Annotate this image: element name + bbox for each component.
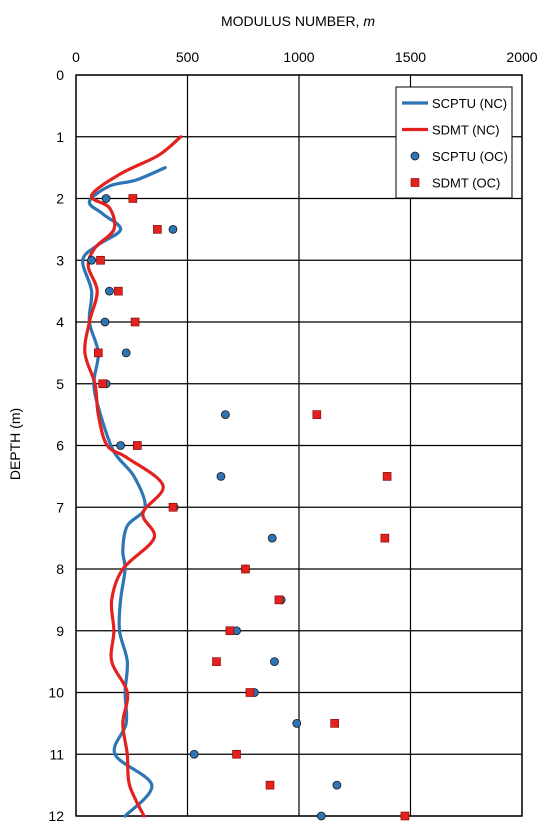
- point-sdmt-oc: [130, 317, 140, 327]
- series-line-sdmt-nc: [83, 135, 183, 818]
- point-sdmt-oc: [400, 811, 410, 821]
- x-axis-title: MODULUS NUMBER, m: [221, 13, 375, 29]
- point-scptu-oc: [101, 194, 111, 203]
- y-tick-label: 9: [56, 623, 64, 639]
- x-tick-label: 1500: [395, 49, 426, 65]
- series-layer: [81, 135, 410, 821]
- point-sdmt-oc: [312, 410, 322, 419]
- x-axis-title-text: MODULUS NUMBER,: [221, 13, 363, 29]
- point-sdmt-oc: [265, 780, 275, 790]
- point-scptu-oc: [332, 780, 342, 790]
- point-sdmt-oc: [225, 626, 235, 636]
- point-sdmt-oc: [94, 348, 103, 358]
- x-tick-labels: 0 500 1000 1500 2000: [72, 49, 538, 65]
- point-scptu-oc: [221, 410, 230, 420]
- point-sdmt-oc: [98, 379, 108, 389]
- y-tick-label: 4: [56, 314, 64, 330]
- point-sdmt-oc: [382, 472, 392, 481]
- point-sdmt-oc: [168, 502, 178, 512]
- point-scptu-oc: [267, 533, 277, 543]
- point-scptu-oc: [292, 718, 302, 728]
- point-sdmt-oc: [330, 719, 339, 728]
- point-scptu-oc: [121, 348, 131, 358]
- x-tick-label: 1000: [283, 49, 314, 65]
- legend-label-sdmt-nc: SDMT (NC): [432, 123, 500, 138]
- y-tick-label: 10: [48, 685, 64, 701]
- grid-lines: [75, 74, 523, 817]
- point-sdmt-oc: [128, 194, 138, 203]
- y-tick-label: 8: [56, 561, 64, 577]
- point-sdmt-oc: [96, 255, 105, 265]
- point-sdmt-oc: [212, 657, 221, 666]
- legend-label-scptu-oc: SCPTU (OC): [432, 149, 508, 164]
- y-tick-label: 3: [56, 252, 64, 268]
- legend-swatch-sdmt-oc: [410, 178, 420, 187]
- y-tick-label: 12: [48, 808, 64, 824]
- legend-label-sdmt-oc: SDMT (OC): [432, 176, 500, 191]
- y-tick-label: 1: [56, 129, 64, 145]
- y-tick-label: 0: [56, 67, 64, 83]
- y-tick-label: 6: [56, 438, 64, 454]
- point-scptu-oc: [270, 657, 279, 667]
- plot-frame: [75, 74, 523, 817]
- legend: SCPTU (NC) SDMT (NC) SCPTU (OC) SDMT (OC): [395, 86, 513, 199]
- y-tick-label: 11: [49, 746, 64, 762]
- legend-label-scptu-nc: SCPTU (NC): [432, 96, 507, 111]
- point-scptu-oc: [87, 255, 97, 265]
- y-axis-title: DEPTH (m): [7, 408, 23, 480]
- point-scptu-oc: [100, 317, 110, 327]
- point-scptu-oc: [316, 811, 326, 821]
- y-tick-label: 5: [56, 376, 64, 392]
- point-scptu-oc: [116, 441, 125, 450]
- point-sdmt-oc: [153, 225, 162, 234]
- point-sdmt-oc: [245, 688, 255, 697]
- legend-swatch-scptu-oc: [410, 151, 420, 161]
- point-scptu-oc: [168, 224, 178, 234]
- point-sdmt-oc: [133, 441, 142, 450]
- x-tick-label: 2000: [506, 49, 537, 65]
- y-tick-label: 7: [56, 499, 64, 515]
- point-sdmt-oc: [241, 564, 250, 574]
- point-scptu-oc: [105, 286, 114, 296]
- point-sdmt-oc: [114, 286, 123, 296]
- point-scptu-oc: [216, 471, 226, 481]
- y-tick-label: 2: [56, 191, 64, 207]
- x-tick-label: 0: [72, 49, 80, 65]
- point-scptu-oc: [189, 749, 199, 759]
- x-tick-label: 500: [176, 49, 200, 65]
- x-axis-title-italic: m: [363, 13, 375, 29]
- point-sdmt-oc: [232, 749, 241, 759]
- point-sdmt-oc: [380, 533, 390, 543]
- point-sdmt-oc: [274, 595, 284, 605]
